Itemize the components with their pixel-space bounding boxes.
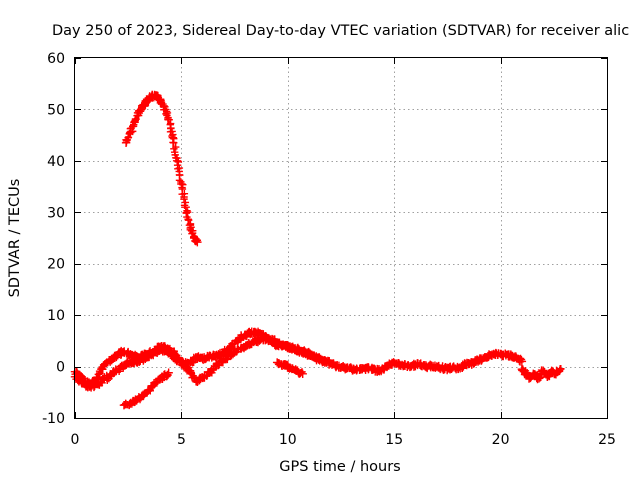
data-point-marker — [165, 116, 173, 124]
x-tick-label: 0 — [71, 432, 80, 448]
series-group — [272, 358, 307, 378]
y-tick-label: 0 — [56, 360, 65, 376]
data-point-marker — [193, 237, 202, 247]
plot-frame — [74, 57, 608, 419]
x-tick-label: 10 — [279, 432, 297, 448]
data-point-marker — [517, 357, 527, 366]
series-group — [119, 368, 173, 410]
y-tick-label: 30 — [47, 205, 65, 221]
data-point-marker — [164, 368, 173, 377]
y-axis-label: SDTVAR / TECUs — [7, 179, 23, 298]
y-tick-label: 10 — [47, 308, 65, 324]
chart-title: Day 250 of 2023, Sidereal Day-to-day VTE… — [52, 23, 629, 39]
data-point-marker — [223, 355, 232, 364]
y-tick-label: 60 — [47, 51, 65, 67]
data-point-marker — [131, 116, 139, 124]
y-tick-label: -10 — [42, 411, 65, 427]
axis-ticks: 0 5 10 15 20 25 -10 0 10 20 30 40 50 60 — [42, 51, 616, 448]
x-tick-label: 25 — [598, 432, 616, 448]
data-point-marker — [124, 134, 132, 142]
series-group — [517, 364, 565, 384]
data-point-marker — [298, 369, 307, 378]
series-group — [121, 90, 202, 247]
x-tick-label: 20 — [492, 432, 510, 448]
data-point-marker — [170, 145, 178, 153]
y-tick-label: 50 — [47, 102, 65, 118]
data-point-marker — [174, 158, 183, 166]
x-axis-label: GPS time / hours — [279, 459, 400, 475]
x-tick-label: 15 — [385, 432, 403, 448]
data-marks — [70, 90, 565, 410]
data-point-marker — [170, 139, 178, 147]
data-point-marker — [183, 208, 192, 216]
data-point-marker — [214, 361, 223, 370]
series-group — [70, 333, 329, 392]
x-tick-label: 5 — [177, 432, 186, 448]
data-point-marker — [188, 357, 197, 366]
data-point-marker — [555, 364, 565, 374]
data-point-marker — [319, 357, 329, 366]
y-tick-label: 20 — [47, 257, 65, 273]
data-point-marker — [132, 115, 140, 123]
grid-layer — [75, 58, 607, 418]
y-tick-label: 40 — [47, 154, 65, 170]
